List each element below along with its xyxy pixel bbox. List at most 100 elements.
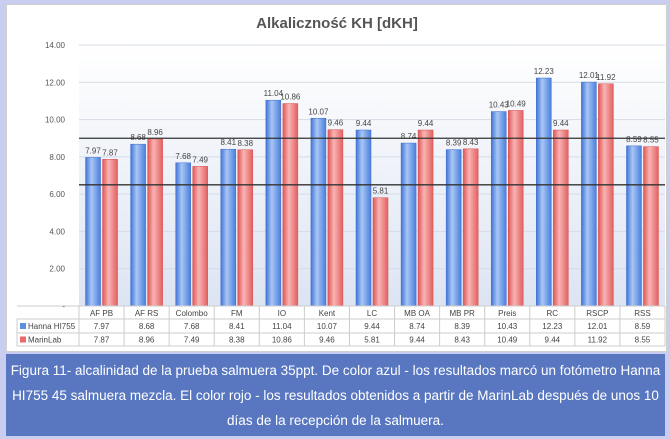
table-value: 11.92 bbox=[588, 336, 608, 345]
bar-hanna bbox=[220, 148, 237, 307]
data-label: 8.38 bbox=[237, 139, 253, 148]
table-value: 5.81 bbox=[364, 336, 380, 345]
y-tick-label: 2.00 bbox=[49, 265, 65, 274]
bar-hanna bbox=[626, 145, 642, 307]
plot-background bbox=[79, 45, 665, 306]
data-label: 8.59 bbox=[626, 135, 642, 144]
category-label: MB OA bbox=[404, 309, 430, 318]
table-value: 8.38 bbox=[229, 336, 245, 345]
data-label: 7.97 bbox=[85, 146, 101, 155]
category-label: FM bbox=[231, 309, 243, 318]
table-value: 9.46 bbox=[319, 336, 335, 345]
table-value: 9.44 bbox=[409, 336, 425, 345]
data-label: 7.68 bbox=[175, 152, 191, 161]
bar-marinlab bbox=[237, 149, 254, 307]
table-value: 8.59 bbox=[635, 322, 651, 331]
table-value: 9.44 bbox=[364, 322, 380, 331]
data-label: 8.39 bbox=[446, 139, 462, 148]
bar-marinlab bbox=[282, 103, 299, 307]
table-value: 8.55 bbox=[635, 336, 651, 345]
data-label: 10.07 bbox=[308, 107, 329, 116]
table-value: 8.68 bbox=[139, 322, 155, 331]
table-value: 8.74 bbox=[409, 322, 425, 331]
table-value: 8.43 bbox=[454, 336, 470, 345]
data-label: 10.49 bbox=[506, 99, 527, 108]
data-label: 9.46 bbox=[328, 119, 344, 128]
y-tick-label: 8.00 bbox=[49, 153, 65, 162]
bar-hanna bbox=[355, 129, 372, 307]
bar-marinlab bbox=[598, 83, 614, 307]
category-label: RSS bbox=[634, 309, 650, 318]
category-label: AF RS bbox=[135, 309, 159, 318]
table-value: 8.96 bbox=[139, 336, 155, 345]
category-label: IO bbox=[278, 309, 286, 318]
legend-label: Hanna HI755 bbox=[28, 322, 76, 331]
category-label: Preis bbox=[498, 309, 516, 318]
table-value: 10.49 bbox=[497, 336, 518, 345]
bar-hanna bbox=[310, 118, 327, 307]
data-label: 12.23 bbox=[534, 67, 555, 76]
table-value: 9.44 bbox=[545, 336, 561, 345]
bar-hanna bbox=[490, 111, 507, 307]
data-label: 11.92 bbox=[596, 73, 616, 82]
data-label: 11.04 bbox=[264, 89, 284, 98]
table-value: 10.86 bbox=[272, 336, 293, 345]
bar-hanna bbox=[130, 143, 146, 307]
table-value: 7.49 bbox=[184, 336, 200, 345]
bar-hanna bbox=[400, 142, 417, 307]
data-label: 8.74 bbox=[401, 132, 417, 141]
category-label: RSCP bbox=[586, 309, 608, 318]
legend-key bbox=[20, 323, 26, 329]
data-label: 8.41 bbox=[220, 138, 236, 147]
bar-marinlab bbox=[643, 146, 659, 307]
chart-title: Alkaliczność KH [dKH] bbox=[256, 15, 418, 32]
data-label: 7.87 bbox=[102, 148, 118, 157]
data-label: 9.44 bbox=[553, 119, 569, 128]
bar-marinlab bbox=[147, 138, 163, 307]
bar-hanna bbox=[85, 157, 101, 307]
bar-marinlab bbox=[462, 148, 479, 307]
bar-hanna bbox=[581, 81, 597, 307]
category-label: AF PB bbox=[90, 309, 113, 318]
bar-marinlab bbox=[417, 129, 434, 307]
table-value: 11.04 bbox=[272, 322, 292, 331]
table-value: 12.23 bbox=[542, 322, 563, 331]
y-tick-label: 6.00 bbox=[49, 190, 65, 199]
table-value: 7.97 bbox=[94, 322, 110, 331]
data-label: 10.43 bbox=[489, 101, 510, 110]
category-label: Colombo bbox=[176, 309, 209, 318]
bar-hanna bbox=[536, 77, 552, 307]
data-label: 8.55 bbox=[643, 136, 659, 145]
category-label: RC bbox=[547, 309, 559, 318]
bar-chart: Alkaliczność KH [dKH] -2.004.006.008.001… bbox=[16, 15, 666, 347]
bar-hanna bbox=[445, 149, 462, 307]
bar-marinlab bbox=[507, 110, 524, 307]
data-label: 9.44 bbox=[356, 119, 372, 128]
table-value: 8.39 bbox=[454, 322, 470, 331]
category-label: Kent bbox=[319, 309, 336, 318]
data-label: 9.44 bbox=[418, 119, 434, 128]
data-label: 10.86 bbox=[280, 93, 301, 102]
chart-area: Alkaliczność KH [dKH] -2.004.006.008.001… bbox=[6, 4, 667, 352]
data-label: 8.43 bbox=[463, 138, 479, 147]
figure-caption: Figura 11- alcalinidad de la prueba salm… bbox=[6, 354, 665, 436]
category-label: LC bbox=[367, 309, 377, 318]
bar-marinlab bbox=[192, 166, 208, 307]
bar-hanna bbox=[265, 99, 282, 307]
data-label: 12.01 bbox=[579, 71, 600, 80]
bar-marinlab bbox=[553, 129, 569, 307]
table-value: 10.43 bbox=[497, 322, 518, 331]
table-value: 7.68 bbox=[184, 322, 200, 331]
data-label: 8.96 bbox=[147, 128, 163, 137]
bar-marinlab bbox=[327, 129, 344, 307]
category-label: MB PR bbox=[449, 309, 475, 318]
y-tick-label: 4.00 bbox=[49, 227, 65, 236]
legend-label: MarinLab bbox=[28, 336, 62, 345]
table-value: 7.87 bbox=[94, 336, 110, 345]
table-value: 12.01 bbox=[587, 322, 608, 331]
legend-key bbox=[20, 336, 26, 343]
y-tick-label: 12.00 bbox=[45, 78, 66, 87]
y-tick-label: 14.00 bbox=[45, 41, 66, 50]
table-value: 10.07 bbox=[317, 322, 338, 331]
data-label: 5.81 bbox=[373, 187, 389, 196]
